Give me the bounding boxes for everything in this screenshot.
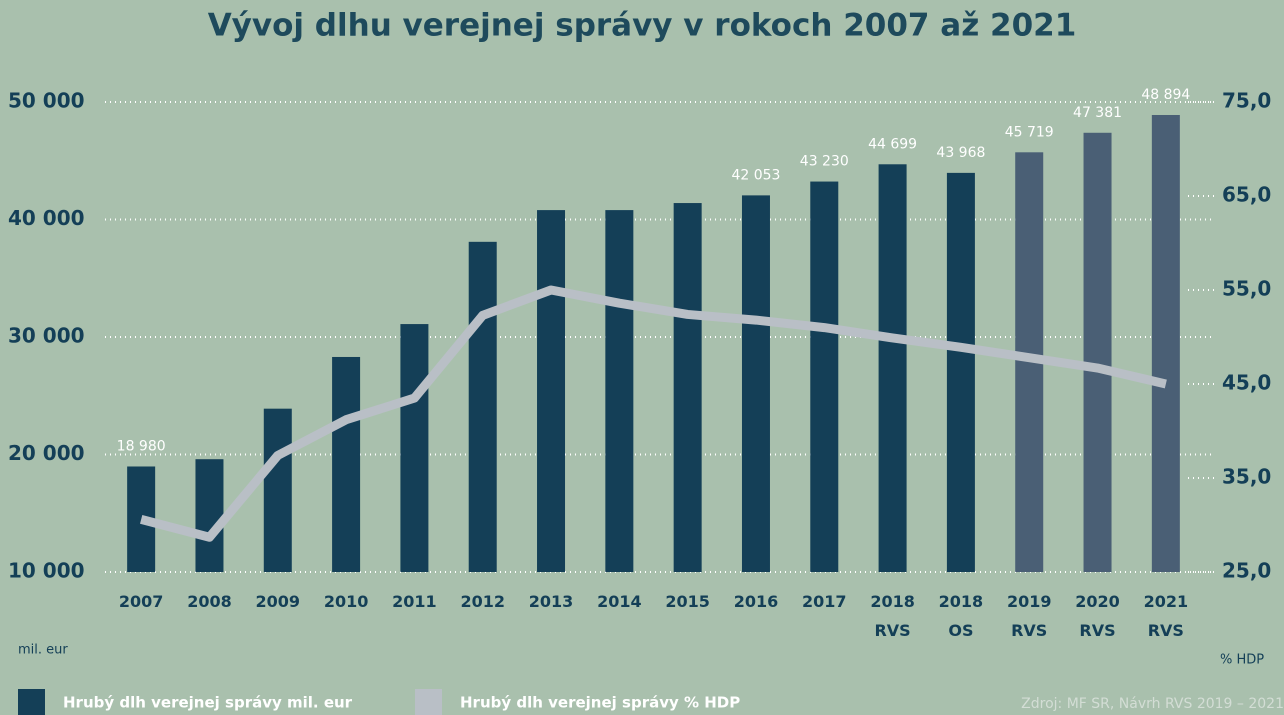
value-label: 43 968 xyxy=(936,145,985,161)
y-tick-label: 50 000 xyxy=(8,89,85,113)
x-tick-label: 2008 xyxy=(187,592,232,611)
x-tick-label: 2013 xyxy=(529,592,574,611)
x-tick-label: 2018 RVS xyxy=(870,592,915,640)
value-label: 48 894 xyxy=(1141,87,1190,103)
bar xyxy=(332,356,361,572)
legend-swatch xyxy=(18,689,45,715)
bar xyxy=(810,181,839,573)
y2-axis-label: % HDP xyxy=(1220,653,1264,668)
legend-label: Hrubý dlh verejnej správy mil. eur xyxy=(63,694,353,712)
bar xyxy=(946,172,975,572)
bar xyxy=(537,210,566,572)
y2-tick-label: 45,0 xyxy=(1222,371,1271,395)
y-tick-label: 40 000 xyxy=(8,206,85,230)
x-tick-label: 2020 RVS xyxy=(1075,592,1120,640)
x-tick-label: 2015 xyxy=(665,592,710,611)
bar xyxy=(1083,132,1112,572)
y2-tick-label: 65,0 xyxy=(1222,183,1271,207)
y-axis-label: mil. eur xyxy=(18,643,68,658)
x-tick-label: 2007 xyxy=(119,592,164,611)
value-label: 45 719 xyxy=(1005,124,1054,140)
value-label: 43 230 xyxy=(800,154,849,170)
x-tick-label: 2021 RVS xyxy=(1144,592,1189,640)
y-tick-label: 30 000 xyxy=(8,324,85,348)
y2-tick-label: 35,0 xyxy=(1222,465,1271,489)
x-tick-label: 2011 xyxy=(392,592,437,611)
y2-tick-label: 75,0 xyxy=(1222,89,1271,113)
bar xyxy=(400,324,429,572)
bar xyxy=(468,241,497,572)
value-label: 44 699 xyxy=(868,136,917,152)
x-tick-label: 2012 xyxy=(460,592,505,611)
y2-tick-label: 55,0 xyxy=(1222,277,1271,301)
value-label: 42 053 xyxy=(731,167,780,183)
x-tick-label: 2019 RVS xyxy=(1007,592,1052,640)
y2-tick-label: 25,0 xyxy=(1222,559,1271,583)
source: Zdroj: MF SR, Návrh RVS 2019 – 2021 xyxy=(1021,696,1284,712)
bar xyxy=(1151,114,1180,573)
bar xyxy=(878,164,907,572)
bar xyxy=(741,195,770,572)
legend-label: Hrubý dlh verejnej správy % HDP xyxy=(460,694,740,712)
line xyxy=(140,285,1167,542)
x-tick-label: 2017 xyxy=(802,592,847,611)
bar xyxy=(605,210,634,572)
y-tick-label: 10 000 xyxy=(8,559,85,583)
legend-swatch xyxy=(415,689,442,715)
bar xyxy=(195,459,224,572)
x-tick-label: 2014 xyxy=(597,592,642,611)
x-tick-label: 2018 OS xyxy=(939,592,984,640)
bar xyxy=(673,203,702,573)
value-label: 18 980 xyxy=(117,438,166,454)
x-tick-label: 2009 xyxy=(256,592,301,611)
x-tick-label: 2016 xyxy=(734,592,779,611)
x-tick-label: 2010 xyxy=(324,592,369,611)
y-tick-label: 20 000 xyxy=(8,441,85,465)
bar xyxy=(263,408,292,572)
value-label: 47 381 xyxy=(1073,105,1122,121)
chart-title: Vývoj dlhu verejnej správy v rokoch 2007… xyxy=(208,8,1077,44)
